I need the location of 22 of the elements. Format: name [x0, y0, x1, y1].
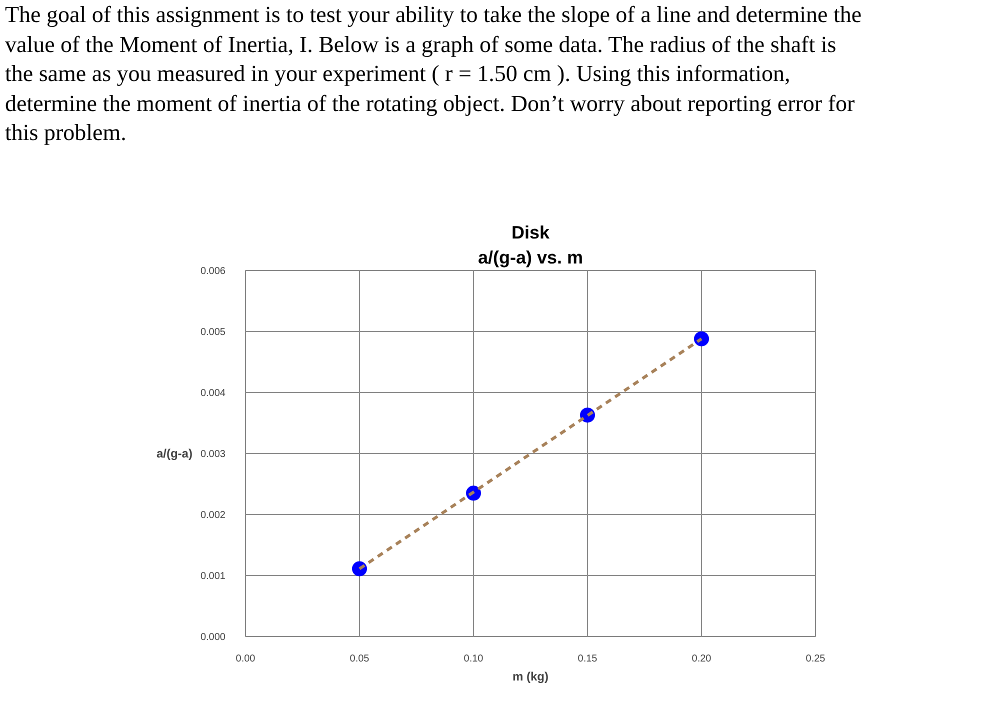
chart-title: Disk — [511, 222, 550, 242]
y-tick-label: 0.006 — [200, 266, 226, 277]
text: value of the Moment of Inertia, I. Below is a graph of some data. The radius of the shaft is — [5, 32, 836, 56]
x-axis-title: m (kg) — [512, 670, 549, 684]
y-tick-label: 0.001 — [200, 571, 226, 582]
y-tick-label: 0.000 — [200, 632, 226, 643]
x-tick-label: 0.15 — [578, 654, 598, 664]
x-tick-label: 0.00 — [236, 654, 256, 664]
y-tick-label: 0.004 — [200, 388, 226, 399]
text: this problem. — [5, 120, 126, 145]
text: The goal of this assignment is to test your ability to take the slope of a line and determine the — [5, 2, 862, 27]
y-tick-label: 0.003 — [200, 449, 226, 460]
x-tick-label: 0.05 — [350, 654, 370, 664]
text: determine the moment of inertia of the rotating object. Don’t worry about reporting error for — [5, 90, 855, 116]
y-tick-label: 0.002 — [200, 510, 226, 521]
chart-subtitle: a/(g-a) vs. m — [478, 248, 584, 268]
y-axis-title: a/(g-a) — [156, 446, 192, 460]
text: the same as you measured in your experiment ( r = 1.50 cm ). Using this information, — [5, 61, 790, 86]
x-tick-label: 0.10 — [464, 654, 484, 664]
x-tick-label: 0.25 — [806, 654, 826, 664]
x-tick-label: 0.20 — [692, 654, 712, 664]
y-tick-label: 0.005 — [200, 327, 226, 338]
